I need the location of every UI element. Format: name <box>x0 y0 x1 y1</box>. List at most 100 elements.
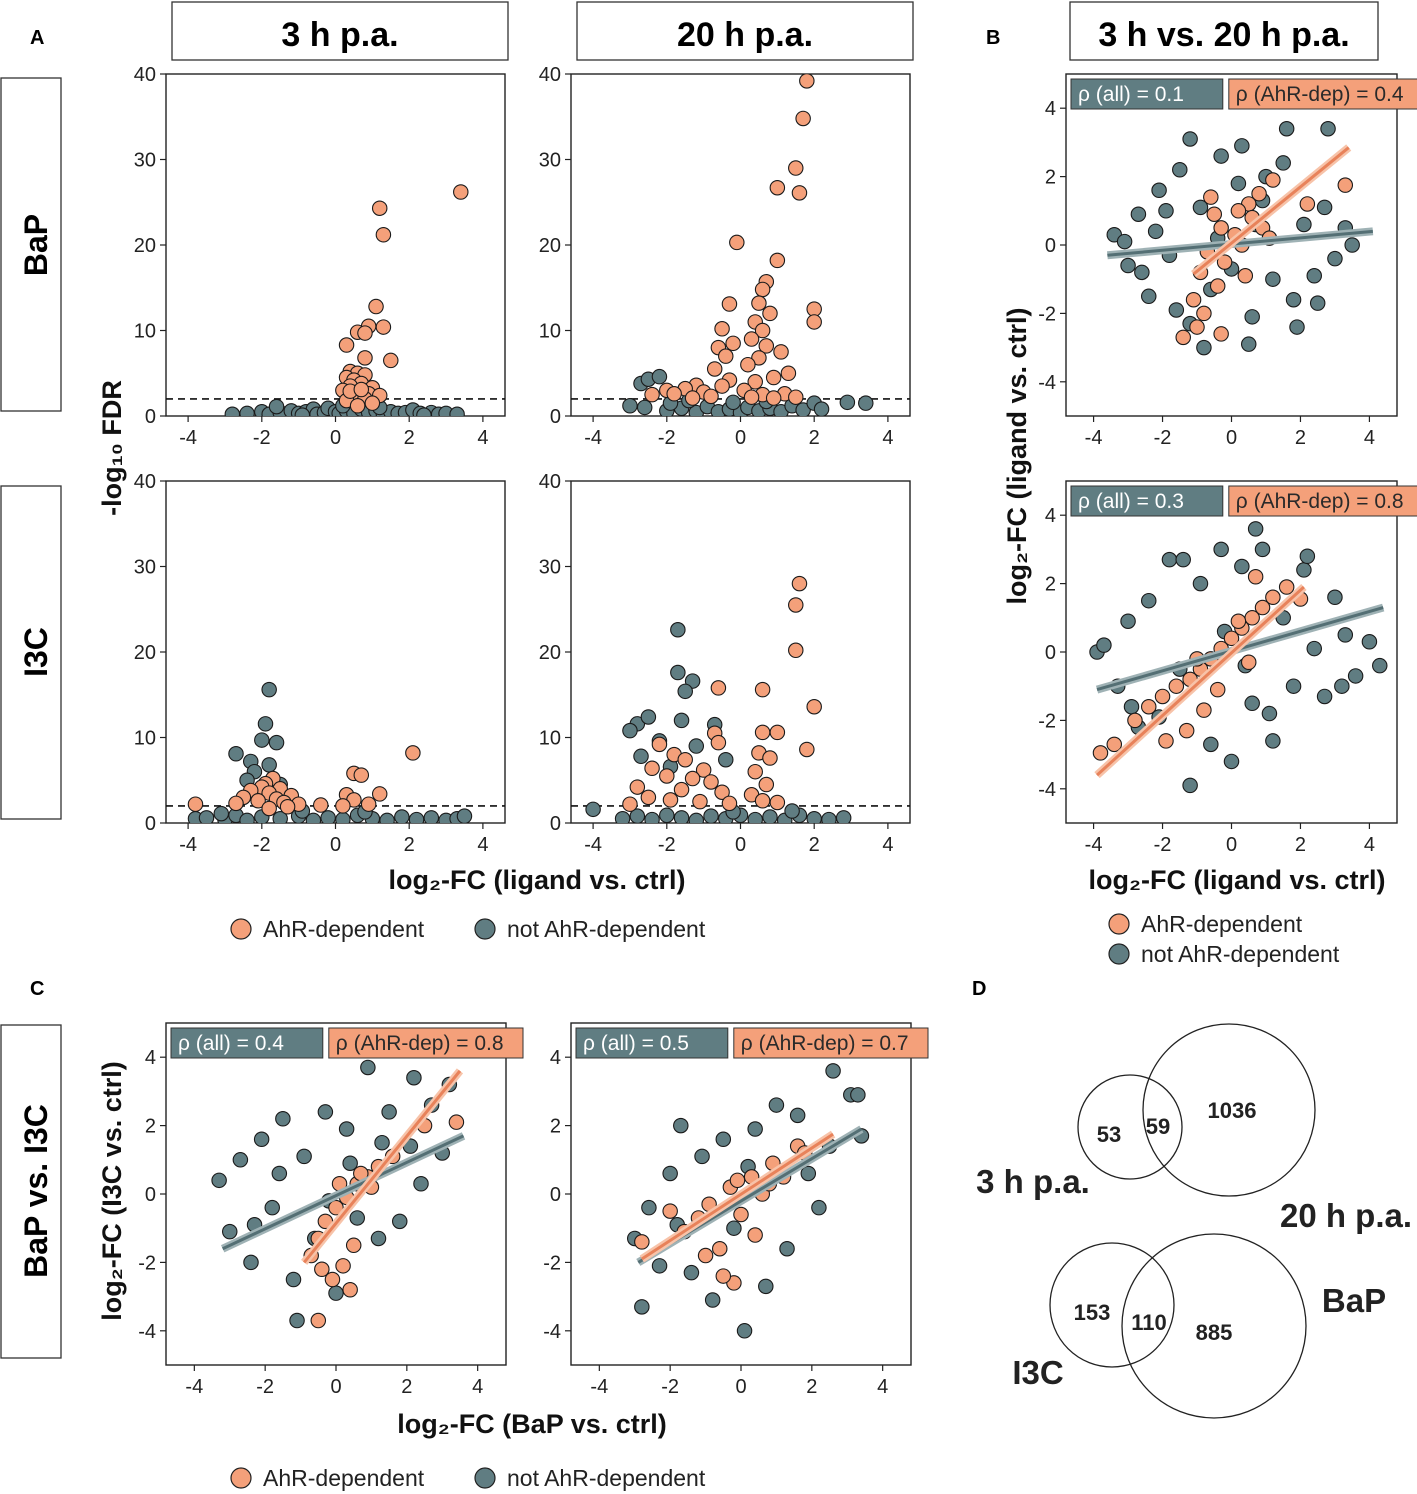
chart-c-20h-point-notdep <box>758 1278 774 1295</box>
chart-a-i3c-3h-point-dep <box>335 798 351 814</box>
chart-b-i3c-point-notdep <box>1296 562 1312 578</box>
chart-a-bap-3h-point-dep <box>368 298 384 315</box>
chart-b-i3c-ytick-label: 4 <box>1045 505 1056 527</box>
chart-c-3h-ytick-label: -2 <box>138 1252 156 1274</box>
chart-a-i3c-3h-point-dep <box>353 767 370 783</box>
chart-a-i3c-20h-marks <box>585 575 852 823</box>
chart-b-i3c-xtick-label: 2 <box>1295 834 1306 856</box>
chart-a-bap-20h-point-dep <box>721 296 738 312</box>
chart-c-3h-point-notdep <box>360 1059 376 1076</box>
chart-a-i3c-20h-point-dep <box>762 750 778 766</box>
chart-b-i3c-point-notdep <box>1192 575 1209 592</box>
row-label-bapvsi3c: BaP vs. I3C <box>18 1104 54 1278</box>
chart-b-i3c-point-dep <box>1106 736 1123 753</box>
chart-b-i3c-point-notdep <box>1203 736 1219 753</box>
chart-a-bap-20h-point-dep <box>684 390 701 406</box>
chart-c-3h-point-notdep <box>406 1069 422 1086</box>
chart-a-bap-20h-point-dep <box>791 185 808 201</box>
panel-label-c: C <box>30 978 44 1000</box>
chart-a-bap-20h-ytick-label: 0 <box>550 406 561 428</box>
chart-a-i3c-3h-point-dep <box>313 797 329 813</box>
chart-a-bap-20h-point-notdep <box>813 401 830 416</box>
chart-b-i3c-point-notdep <box>1096 637 1112 653</box>
chart-b-bap-point-notdep <box>1213 148 1229 164</box>
chart-a-bap-3h-ytick-label: 30 <box>134 150 156 172</box>
chart-b-bap-point-notdep <box>1120 257 1136 274</box>
chart-c-3h-xtick-label: 2 <box>401 1376 412 1398</box>
chart-a-bap-3h-point-notdep <box>224 406 241 416</box>
panel-label-d: D <box>972 978 986 1000</box>
chart-b-i3c-point-dep <box>1196 702 1212 718</box>
chart-b-i3c-point-notdep <box>1223 753 1240 770</box>
chart-b-bap-point-notdep <box>1168 302 1185 318</box>
chart-a-i3c-20h-point-notdep <box>747 811 763 823</box>
chart-c-3h-ytick-label: -4 <box>138 1321 156 1343</box>
chart-b-i3c-point-notdep <box>1234 558 1250 575</box>
chart-a-i3c-3h-point-dep <box>371 786 388 802</box>
legend-c: AhR-dependent not AhR-dependent <box>230 1465 706 1491</box>
legend-b-dep-marker <box>1108 913 1130 935</box>
chart-c-20h-ytick-label: 4 <box>550 1047 561 1069</box>
chart-a-bap-20h-point-notdep <box>858 395 874 411</box>
chart-b-i3c-ytick-label: -2 <box>1038 710 1056 732</box>
chart-c-20h-point-notdep <box>694 1148 710 1165</box>
chart-b-i3c-point-notdep <box>1306 640 1323 657</box>
chart-c-3h-point-notdep <box>285 1271 302 1288</box>
chart-a-i3c-20h-point-notdep <box>673 810 690 823</box>
chart-b-bap-ytick-label: -2 <box>1038 303 1056 325</box>
chart-b-i3c-point-notdep <box>1285 678 1302 694</box>
venn-top-only-3h: 53 <box>1097 1122 1121 1147</box>
chart-a-i3c-20h-point-notdep <box>585 801 601 818</box>
chart-b-bap-xtick-label: 4 <box>1364 427 1375 449</box>
chart-c-20h-point-notdep <box>768 1097 785 1113</box>
chart-b-bap-point-notdep <box>1309 295 1326 311</box>
chart-b-bap-point-notdep <box>1134 264 1150 281</box>
chart-b-bap-xtick-label: 2 <box>1295 427 1306 449</box>
chart-c-3h-xtick-label: 0 <box>330 1376 341 1398</box>
chart-a-i3c-20h-point-dep <box>695 762 712 778</box>
chart-a-i3c-20h-point-dep <box>684 770 701 787</box>
chart-a-bap-20h-point-dep <box>706 361 723 377</box>
chart-a-bap-20h-point-dep <box>788 160 804 176</box>
chart-c-20h-point-notdep <box>747 1121 763 1137</box>
chart-a-i3c-20h-point-dep <box>644 760 660 777</box>
chart-a-bap-20h-point-dep <box>788 389 804 405</box>
chart-c-20h-point-notdep <box>800 1165 817 1182</box>
chart-a-bap-20h-point-dep <box>751 295 767 311</box>
venn-top-only-20h: 1036 <box>1208 1098 1257 1123</box>
chart-c-20h-point-notdep <box>726 1220 742 1236</box>
chart-b-i3c-point-dep <box>1154 688 1171 705</box>
chart-c-3h-point-notdep <box>253 1131 270 1148</box>
chart-b-bap-marks <box>1106 120 1374 356</box>
chart-b-bap-point-notdep <box>1289 319 1305 335</box>
chart-a-bap-20h-ytick-label: 40 <box>539 64 561 86</box>
chart-c-3h-point-notdep <box>413 1175 429 1192</box>
chart-a-bap-3h-point-dep <box>353 381 370 398</box>
chart-a-i3c-3h-point-notdep <box>305 812 322 823</box>
chart-b-bap-point-dep <box>1175 329 1191 346</box>
chart-c-20h-point-dep <box>747 1227 763 1243</box>
venn-top-label-3h: 3 h p.a. <box>976 1163 1090 1200</box>
chart-a-i3c-3h-marks <box>187 681 473 823</box>
chart-a-i3c-3h-ytick-label: 40 <box>134 471 156 493</box>
chart-a-bap-20h-point-notdep <box>725 394 741 411</box>
chart-a-bap-20h-point-dep <box>644 386 660 403</box>
chart-c-20h-rho-all-text: ρ (all) = 0.5 <box>583 1032 689 1055</box>
legend-b-dep-label: AhR-dependent <box>1141 911 1303 937</box>
chart-b-bap-point-notdep <box>1130 206 1147 222</box>
chart-a-i3c-3h-point-notdep <box>456 808 473 823</box>
chart-a-i3c-20h-point-dep <box>710 680 727 696</box>
chart-b-bap-xtick-label: -4 <box>1085 427 1103 449</box>
chart-b-bap-point-notdep <box>1320 120 1336 137</box>
chart-c-3h-point-notdep <box>243 1254 259 1271</box>
volcano-y-axis-label: -log₁₀ FDR <box>97 380 127 516</box>
chart-b-bap-xtick-label: 0 <box>1226 427 1237 449</box>
chart-a-i3c-20h-plot-area <box>570 480 911 824</box>
chart-a-bap-3h-ytick-label: 10 <box>134 321 156 343</box>
chart-a-i3c-20h-point-dep <box>640 789 657 806</box>
chart-c-20h-point-notdep <box>779 1240 795 1257</box>
chart-b-i3c-point-dep <box>1247 569 1264 585</box>
chart-a-bap-3h-point-dep <box>383 352 399 369</box>
